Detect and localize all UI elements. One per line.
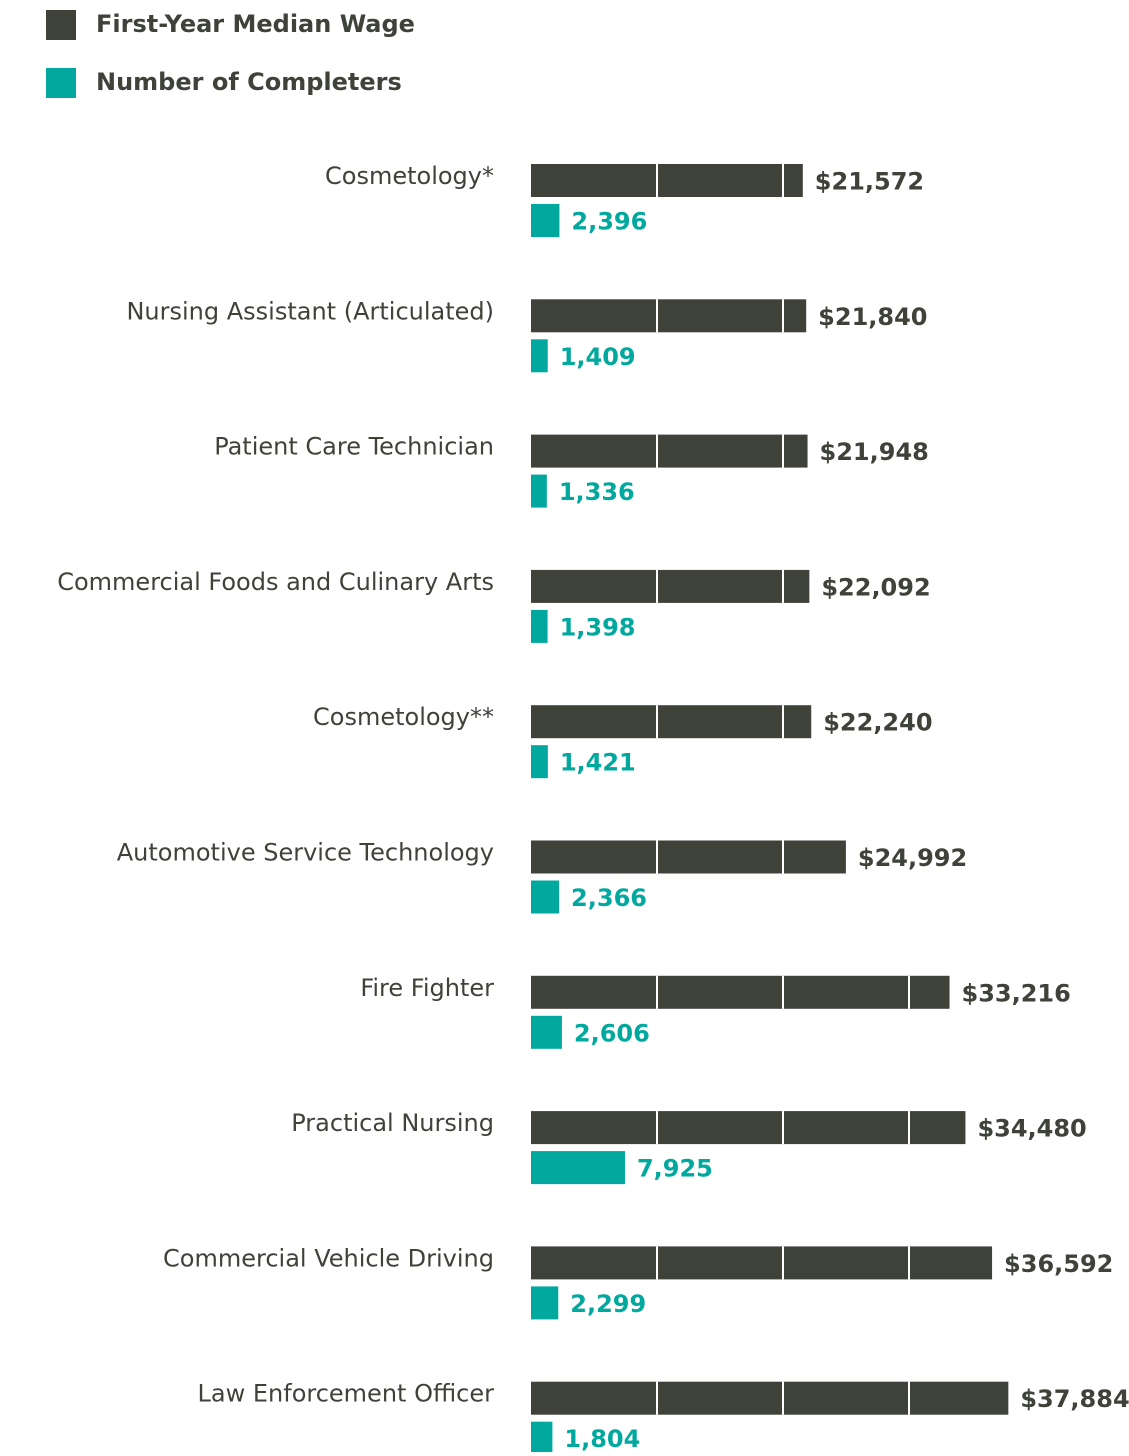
bar bbox=[531, 569, 810, 603]
category-label: Nursing Assistant (Articulated) bbox=[126, 297, 494, 325]
value-label: 1,336 bbox=[559, 478, 635, 506]
value-label: $21,948 bbox=[820, 438, 929, 466]
legend-swatch bbox=[46, 10, 76, 40]
value-label: 2,366 bbox=[571, 884, 647, 912]
bar bbox=[531, 975, 950, 1009]
value-label: 7,925 bbox=[637, 1155, 713, 1183]
bar bbox=[531, 880, 560, 914]
value-label: $24,992 bbox=[858, 844, 967, 872]
bar bbox=[531, 299, 807, 333]
value-label: 2,396 bbox=[571, 208, 647, 236]
category-label: Commercial Vehicle Driving bbox=[163, 1244, 494, 1272]
category-label: Law Enforcement Officer bbox=[198, 1380, 495, 1408]
bar bbox=[531, 705, 812, 739]
value-label: $22,240 bbox=[823, 709, 932, 737]
bar bbox=[531, 204, 560, 237]
value-label: 1,804 bbox=[564, 1425, 640, 1452]
bar bbox=[531, 1246, 993, 1280]
category-label: Practical Nursing bbox=[291, 1109, 494, 1137]
value-label: 1,421 bbox=[560, 749, 636, 777]
bar bbox=[531, 745, 548, 779]
bar bbox=[531, 1381, 1009, 1415]
legend-swatch bbox=[46, 68, 76, 98]
bar bbox=[531, 164, 803, 197]
value-label: $22,092 bbox=[821, 573, 930, 601]
legend-label: First-Year Median Wage bbox=[96, 10, 415, 38]
bar bbox=[531, 1111, 966, 1145]
value-label: 1,409 bbox=[560, 343, 636, 371]
bar bbox=[531, 840, 846, 874]
bar bbox=[531, 609, 548, 643]
value-label: $34,480 bbox=[977, 1115, 1086, 1143]
category-label: Cosmetology* bbox=[325, 162, 494, 190]
bar bbox=[531, 474, 547, 508]
value-label: $21,840 bbox=[818, 303, 927, 331]
value-label: $36,592 bbox=[1004, 1250, 1113, 1278]
value-label: $33,216 bbox=[962, 979, 1071, 1007]
category-label: Patient Care Technician bbox=[214, 433, 494, 461]
value-label: 2,606 bbox=[574, 1019, 650, 1047]
bar bbox=[531, 339, 548, 373]
value-label: $37,884 bbox=[1020, 1385, 1129, 1413]
legend-label: Number of Completers bbox=[96, 68, 402, 96]
value-label: 1,398 bbox=[560, 613, 636, 641]
bar bbox=[531, 1151, 625, 1185]
bar bbox=[531, 1286, 559, 1320]
category-label: Commercial Foods and Culinary Arts bbox=[57, 568, 494, 596]
bar bbox=[531, 1421, 553, 1455]
value-label: 2,299 bbox=[570, 1290, 646, 1318]
category-label: Cosmetology** bbox=[313, 703, 494, 731]
category-label: Fire Fighter bbox=[360, 974, 494, 1002]
category-label: Automotive Service Technology bbox=[117, 839, 494, 867]
bar bbox=[531, 1015, 562, 1049]
bar bbox=[531, 434, 808, 468]
value-label: $21,572 bbox=[815, 168, 924, 196]
